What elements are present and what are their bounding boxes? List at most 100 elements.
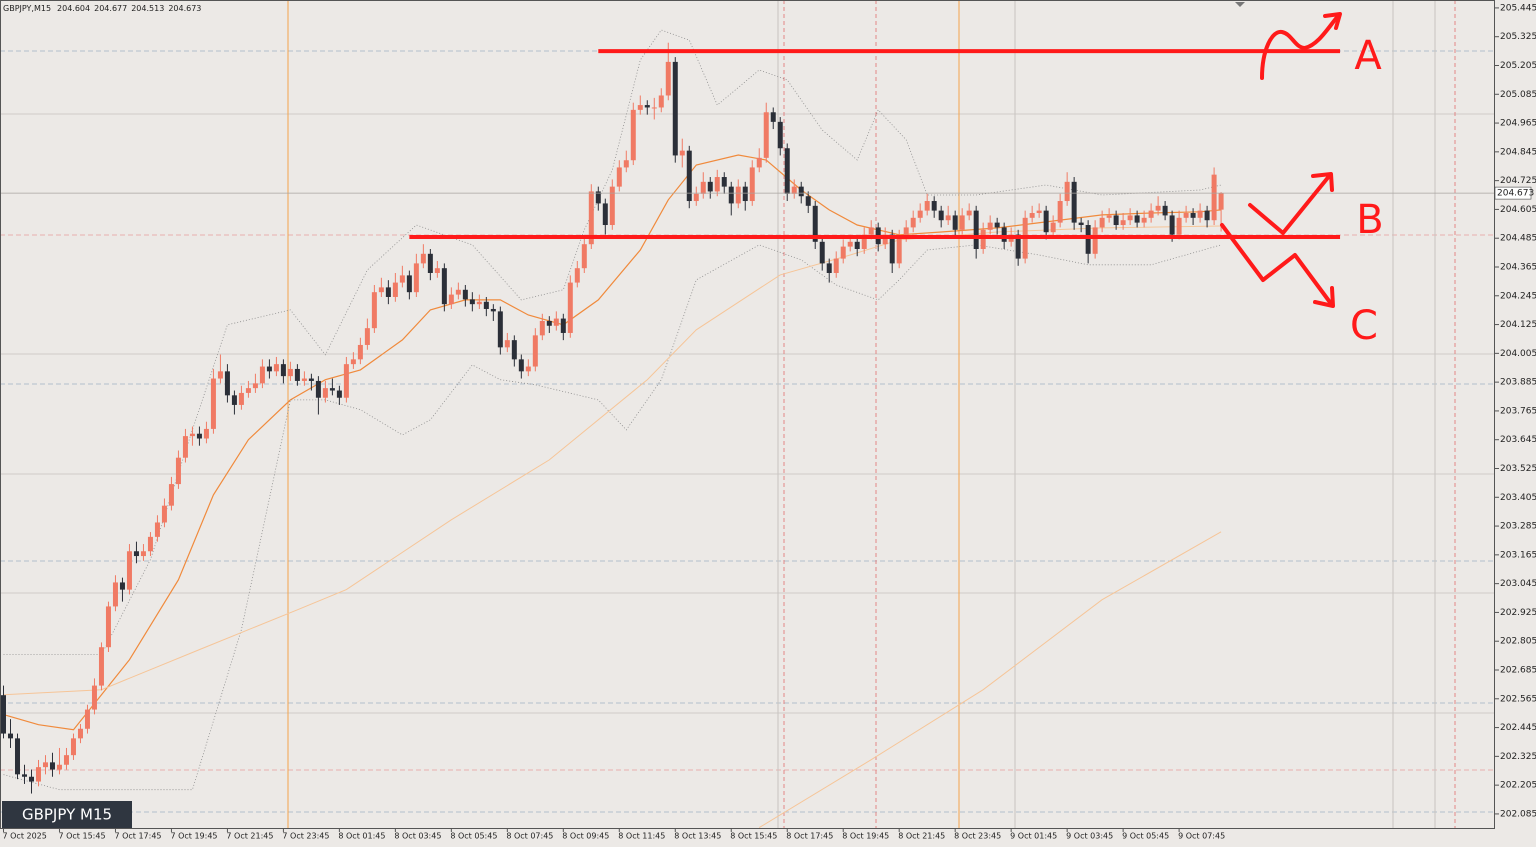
candle-body (336, 390, 342, 398)
candle-body (1134, 215, 1140, 223)
candle-body (77, 728, 83, 739)
candle-body (924, 201, 930, 211)
decorations (0, 0, 1495, 828)
x-tick-label: 8 Oct 21:45 (898, 832, 945, 841)
candle-body (826, 263, 832, 273)
close-value: 204.673 (168, 4, 201, 13)
candle-body (294, 368, 300, 381)
candle-body (903, 227, 909, 238)
y-tick-label: 202.565 (1500, 694, 1536, 704)
badge: GBPJPY M15 (22, 806, 112, 824)
x-tick-label: 7 Oct 17:45 (114, 832, 161, 841)
candle-body (959, 215, 965, 230)
price-label-box (1494, 186, 1532, 200)
y-tick-label: 204.125 (1500, 320, 1536, 330)
candle-body (1197, 210, 1203, 218)
candle-body (1106, 215, 1112, 218)
candle-body (497, 311, 503, 348)
candle-body (203, 428, 209, 439)
x-tick-label: 8 Oct 03:45 (394, 832, 441, 841)
y-tick-label: 205.085 (1500, 90, 1536, 100)
candle-body (21, 774, 27, 777)
candle-body (343, 364, 349, 398)
x-tick-label: 9 Oct 03:45 (1066, 832, 1113, 841)
candle-body (567, 282, 573, 333)
y-tick-label: 203.285 (1500, 522, 1536, 532)
candle-body (896, 237, 902, 264)
candle-body (420, 253, 426, 264)
candle-body (721, 177, 727, 187)
candle-body (84, 709, 90, 729)
candle-body (714, 177, 720, 192)
candle-body (329, 388, 335, 391)
x-tick-label: 8 Oct 09:45 (562, 832, 609, 841)
candle-body (70, 738, 76, 756)
candle-body (672, 61, 678, 156)
x-tick-label: 8 Oct 07:45 (506, 832, 553, 841)
candle-body (238, 392, 244, 405)
candle-body (833, 258, 839, 273)
header: GBPJPY,M15 204.604 204.677 204.513 204.673 (3, 4, 201, 13)
y-tick-label: 202.085 (1500, 809, 1536, 819)
y-tick-label: 203.405 (1500, 493, 1536, 503)
x-tick-label: 8 Oct 15:45 (730, 832, 777, 841)
plot-border (0, 0, 1495, 829)
candle-body (623, 160, 629, 168)
candle-body (889, 234, 895, 264)
x-tick-label: 8 Oct 05:45 (450, 832, 497, 841)
candle-body (1092, 227, 1098, 254)
candle-body (693, 193, 699, 202)
candle-body (1218, 193, 1224, 210)
candle-body (98, 647, 104, 686)
candle-body (595, 191, 601, 204)
candle-body (161, 505, 167, 523)
candle-body (224, 371, 230, 396)
candle-body (644, 105, 650, 108)
candle-body (266, 366, 272, 372)
candle-body (700, 181, 706, 194)
candle-body (1064, 181, 1070, 202)
candle-body (511, 340, 517, 360)
candle-body (259, 366, 265, 384)
candle-body (7, 733, 13, 739)
candle-body (196, 433, 202, 439)
y-tick-label: 205.325 (1500, 32, 1536, 42)
arrow-head (1323, 12, 1342, 30)
candle-body (602, 203, 608, 226)
candle-body (56, 764, 62, 770)
candle-body (91, 685, 97, 710)
arrow-b (1248, 173, 1332, 235)
candle-body (812, 205, 818, 242)
candle-body (994, 222, 1000, 228)
x-tick-label: 7 Oct 2025 (2, 832, 46, 841)
candle-body (455, 289, 461, 295)
x-tick-label: 8 Oct 23:45 (954, 832, 1001, 841)
candle-body (574, 268, 580, 283)
y-tick-label: 204.845 (1500, 147, 1536, 157)
candle-body (1148, 210, 1154, 218)
candle-body (392, 282, 398, 297)
candle-body (315, 380, 321, 398)
candle-body (210, 378, 216, 429)
candle-body (791, 186, 797, 194)
x-tick-label: 8 Oct 19:45 (842, 832, 889, 841)
symbol: GBPJPY,M15 (3, 4, 51, 13)
annotation-label: A (1354, 33, 1382, 79)
candle-body (322, 388, 328, 398)
x-tick-label: 8 Oct 17:45 (786, 832, 833, 841)
candle-body (1036, 210, 1042, 214)
candle-body (798, 186, 804, 197)
freehand-arrows (1220, 12, 1342, 308)
candle-body (301, 378, 307, 381)
candle-body (532, 335, 538, 367)
candle-body (273, 364, 279, 372)
candle-body (1085, 225, 1091, 254)
candle-body (679, 150, 685, 156)
plot (0, 29, 1495, 829)
indicator-line (3, 154, 1222, 731)
candle-body (133, 551, 139, 557)
candle-body (231, 395, 237, 405)
candle-body (525, 366, 531, 372)
open-value: 204.604 (57, 4, 90, 13)
